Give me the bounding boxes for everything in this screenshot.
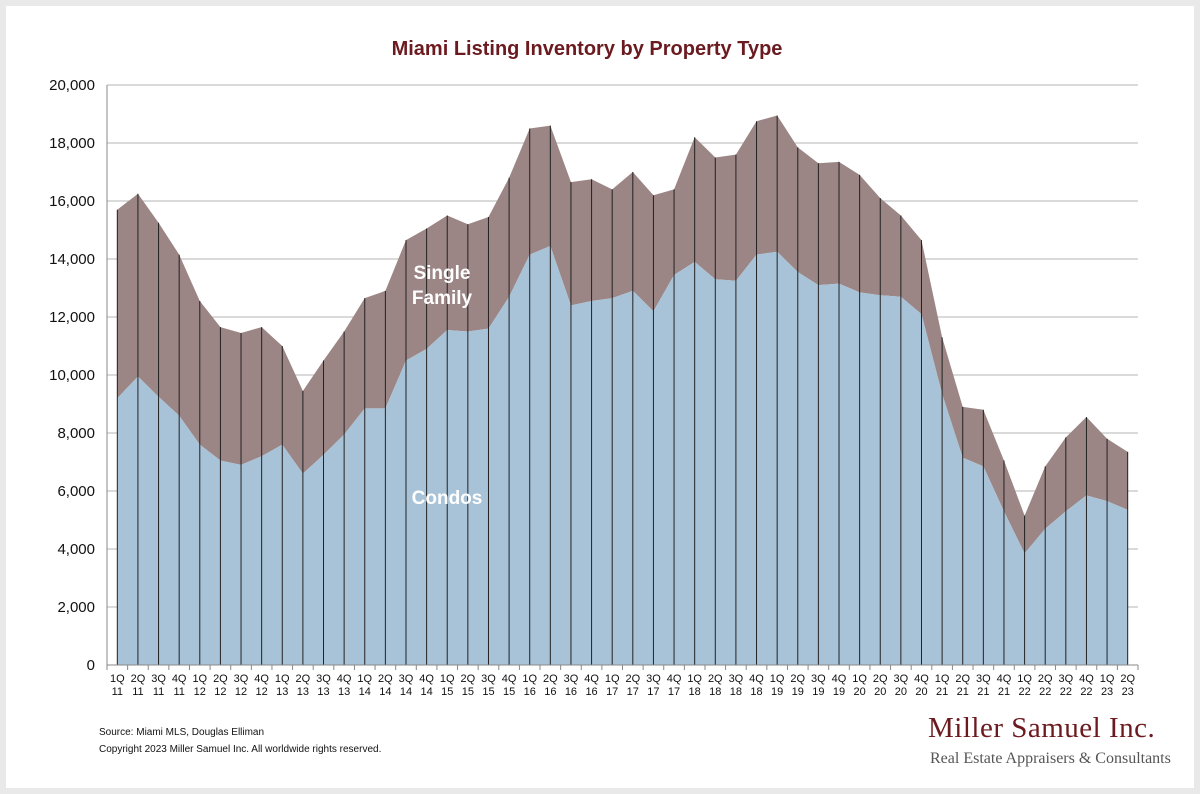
series-area-single-family (117, 115, 1128, 554)
x-tick-label: 2Q 23 (1120, 673, 1135, 698)
y-tick-label: 10,000 (49, 367, 95, 384)
y-tick-label: 20,000 (49, 77, 95, 94)
x-tick-label: 2Q 20 (873, 673, 888, 698)
x-tick-label: 3Q 18 (729, 673, 744, 698)
x-tick-label: 1Q 20 (852, 673, 867, 698)
chart-title: Miami Listing Inventory by Property Type (391, 38, 783, 60)
x-tick-label: 1Q 13 (275, 673, 290, 698)
x-tick-label: 3Q 13 (316, 673, 331, 698)
logo-company-name: Miller Samuel Inc. (928, 712, 1156, 744)
x-tick-label: 2Q 17 (625, 673, 640, 698)
x-tick-label: 1Q 23 (1100, 673, 1115, 698)
annotation-single-family: Single Family (412, 263, 473, 309)
y-tick-label: 8,000 (57, 425, 95, 442)
y-tick-label: 16,000 (49, 193, 95, 210)
x-tick-label: 4Q 13 (337, 673, 352, 698)
x-tick-label: 1Q 12 (192, 673, 207, 698)
x-tick-label: 3Q 20 (894, 673, 909, 698)
axes (106, 85, 1139, 670)
x-tick-label: 4Q 19 (832, 673, 847, 698)
x-tick-label: 3Q 22 (1058, 673, 1073, 698)
x-tick-label: 4Q 17 (667, 673, 682, 698)
x-tick-label: 2Q 15 (461, 673, 476, 698)
x-tick-label: 2Q 13 (296, 673, 311, 698)
drop-lines (116, 115, 1129, 665)
x-tick-label: 2Q 18 (708, 673, 723, 698)
y-tick-label: 18,000 (49, 135, 95, 152)
x-tick-label: 2Q 22 (1038, 673, 1053, 698)
y-tick-label: 12,000 (49, 309, 95, 326)
x-tick-label: 4Q 20 (914, 673, 929, 698)
x-tick-label: 4Q 14 (419, 673, 434, 698)
x-tick-label: 4Q 16 (584, 673, 599, 698)
x-tick-label: 1Q 14 (357, 673, 372, 698)
y-tick-label: 0 (87, 657, 95, 674)
x-tick-label: 1Q 16 (522, 673, 537, 698)
x-tick-label: 3Q 14 (399, 673, 414, 698)
annotation-condos: Condos (412, 488, 483, 509)
x-tick-label: 4Q 18 (749, 673, 764, 698)
y-tick-label: 14,000 (49, 251, 95, 268)
y-tick-labels: 0 2,000 4,000 6,000 8,000 10,000 12,000 14,000 1… (49, 77, 95, 674)
x-tick-label: 4Q 21 (997, 673, 1012, 698)
x-tick-label: 1Q 19 (770, 673, 785, 698)
x-tick-label: 3Q 16 (564, 673, 579, 698)
source-note: Source: Miami MLS, Douglas Elliman (99, 727, 265, 738)
x-tick-label: 2Q 19 (790, 673, 805, 698)
x-tick-label: 2Q 21 (955, 673, 970, 698)
x-tick-label: 4Q 11 (172, 673, 187, 698)
y-tick-label: 2,000 (57, 599, 95, 616)
x-tick-label: 2Q 14 (378, 673, 393, 698)
copyright-note: Copyright 2023 Miller Samuel Inc. All wo… (99, 744, 382, 755)
x-tick-label: 4Q 22 (1079, 673, 1094, 698)
x-tick-label: 1Q 18 (687, 673, 702, 698)
x-tick-label: 4Q 15 (502, 673, 517, 698)
x-tick-label: 1Q 11 (110, 673, 125, 698)
x-tick-label: 1Q 22 (1017, 673, 1032, 698)
area-series (117, 115, 1128, 665)
x-tick-label: 2Q 11 (131, 673, 146, 698)
logo-tagline: Real Estate Appraisers & Consultants (930, 750, 1171, 767)
x-tick-label: 1Q 15 (440, 673, 455, 698)
x-tick-label: 4Q 12 (254, 673, 269, 698)
x-tick-label: 2Q 12 (213, 673, 228, 698)
chart-frame: Miami Listing Inventory by Property Type… (6, 6, 1194, 788)
x-tick-label: 3Q 15 (481, 673, 496, 698)
x-tick-label: 3Q 12 (234, 673, 249, 698)
annotations: Single Family Condos (412, 263, 483, 509)
x-tick-label: 3Q 11 (151, 673, 166, 698)
x-tick-label: 3Q 17 (646, 673, 661, 698)
x-tick-label: 3Q 21 (976, 673, 991, 698)
x-tick-label: 2Q 16 (543, 673, 558, 698)
x-tick-label: 1Q 21 (935, 673, 950, 698)
series-area-condos (117, 245, 1128, 665)
x-tick-label: 1Q 17 (605, 673, 620, 698)
x-tick-label: 3Q 19 (811, 673, 826, 698)
x-tick-labels: 1Q 11 2Q 11 3Q 11 4Q 11 1Q 12 2Q 12 3Q 12 4Q 12 1Q 13 2Q 13… (110, 673, 1135, 698)
stacked-area-chart: 0 2,000 4,000 6,000 8,000 10,000 12,000 14,000 1… (49, 77, 1139, 698)
y-tick-label: 6,000 (57, 483, 95, 500)
y-tick-label: 4,000 (57, 541, 95, 558)
